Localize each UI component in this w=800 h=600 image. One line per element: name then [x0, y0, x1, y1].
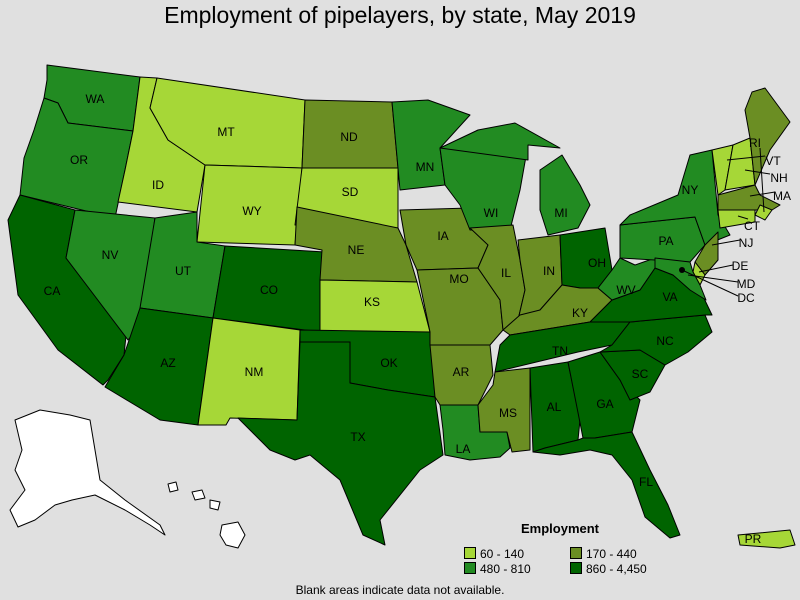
- legend-item-170-440: 170 - 440: [570, 547, 637, 561]
- state-nj: [694, 231, 719, 276]
- state-label-co: CO: [260, 283, 278, 297]
- state-me: [744, 87, 791, 186]
- state-mi-part-2: [539, 154, 591, 236]
- state-label-ms: MS: [499, 406, 517, 420]
- state-hi-part-2: [191, 489, 206, 501]
- legend-item-60-140: 60 - 140: [464, 547, 524, 561]
- state-label-ca: CA: [44, 284, 61, 298]
- state-ri: [754, 204, 773, 221]
- state-label-in: IN: [543, 264, 555, 278]
- state-ak: [9, 409, 166, 536]
- state-ct: [717, 209, 756, 229]
- legend-swatch: [464, 547, 476, 559]
- state-label-ut: UT: [175, 264, 192, 278]
- state-hi-part-4: [219, 521, 246, 549]
- state-label-wv: WV: [616, 283, 635, 297]
- legend-swatch: [464, 562, 476, 574]
- state-hi-part-3: [209, 499, 221, 511]
- state-label-sc: SC: [632, 367, 649, 381]
- state-label-al: AL: [547, 400, 562, 414]
- footnote: Blank areas indicate data not available.: [295, 583, 505, 597]
- state-label-ky: KY: [572, 306, 588, 320]
- state-pr: [737, 529, 796, 549]
- state-label-mo: MO: [449, 272, 468, 286]
- state-label-oh: OH: [588, 256, 606, 270]
- state-label-la: LA: [456, 442, 471, 456]
- state-label-ct: CT: [744, 219, 761, 233]
- legend-label: 860 - 4,450: [586, 562, 647, 576]
- leader-line-nh: [744, 169, 771, 175]
- state-label-mt: MT: [217, 125, 235, 139]
- state-md: [654, 257, 707, 301]
- legend-label: 170 - 440: [586, 547, 637, 561]
- leader-line-de: [698, 264, 734, 273]
- leader-line-dc: [681, 269, 739, 297]
- legend-item-480-810: 480 - 810: [464, 562, 531, 576]
- state-label-sd: SD: [342, 185, 359, 199]
- state-label-va: VA: [662, 290, 677, 304]
- state-label-ma: MA: [773, 189, 791, 203]
- state-label-pa: PA: [658, 234, 673, 248]
- state-label-nj: NJ: [739, 236, 754, 250]
- state-label-wa: WA: [86, 92, 105, 106]
- state-label-nm: NM: [245, 365, 264, 379]
- leader-line-ct: [737, 215, 749, 220]
- state-label-ks: KS: [364, 295, 380, 309]
- state-label-nc: NC: [656, 334, 674, 348]
- state-label-tn: TN: [552, 344, 568, 358]
- leader-line-vt: [726, 155, 766, 161]
- legend-title: Employment: [521, 521, 600, 536]
- legend-item-860-4450: 860 - 4,450: [570, 562, 647, 576]
- state-label-wy: WY: [242, 204, 261, 218]
- state-label-il: IL: [501, 266, 511, 280]
- state-label-ok: OK: [380, 356, 397, 370]
- state-label-ar: AR: [453, 365, 470, 379]
- leader-line-ri: [759, 147, 765, 213]
- state-label-ga: GA: [596, 397, 613, 411]
- state-label-tx: TX: [350, 430, 365, 444]
- state-label-de: DE: [732, 259, 749, 273]
- state-label-wi: WI: [484, 206, 499, 220]
- state-label-id: ID: [152, 178, 164, 192]
- state-label-pr: PR: [745, 532, 762, 546]
- state-label-ri: RI: [749, 136, 761, 150]
- state-tx: [237, 341, 444, 546]
- state-fl: [532, 431, 681, 539]
- state-label-vt: VT: [765, 154, 781, 168]
- legend-label: 480 - 810: [480, 562, 531, 576]
- state-label-ia: IA: [437, 229, 448, 243]
- state-label-fl: FL: [639, 475, 653, 489]
- state-ms: [477, 367, 531, 453]
- state-label-ne: NE: [348, 243, 365, 257]
- map-title: Employment of pipelayers, by state, May …: [164, 2, 636, 28]
- state-label-nv: NV: [102, 248, 119, 262]
- state-label-ny: NY: [682, 183, 699, 197]
- state-label-nh: NH: [770, 171, 787, 185]
- state-label-md: MD: [737, 277, 756, 291]
- legend-label: 60 - 140: [480, 547, 525, 561]
- state-label-dc: DC: [737, 291, 755, 305]
- legend-swatch: [570, 562, 582, 574]
- legend-swatch: [570, 547, 582, 559]
- state-label-mn: MN: [416, 160, 435, 174]
- state-hi-part-1: [167, 481, 179, 493]
- state-label-az: AZ: [160, 356, 175, 370]
- state-label-nd: ND: [340, 130, 358, 144]
- state-label-or: OR: [70, 153, 88, 167]
- state-label-mi: MI: [554, 206, 567, 220]
- leader-line-nj: [711, 239, 741, 246]
- state-mi-part-1: [439, 122, 561, 161]
